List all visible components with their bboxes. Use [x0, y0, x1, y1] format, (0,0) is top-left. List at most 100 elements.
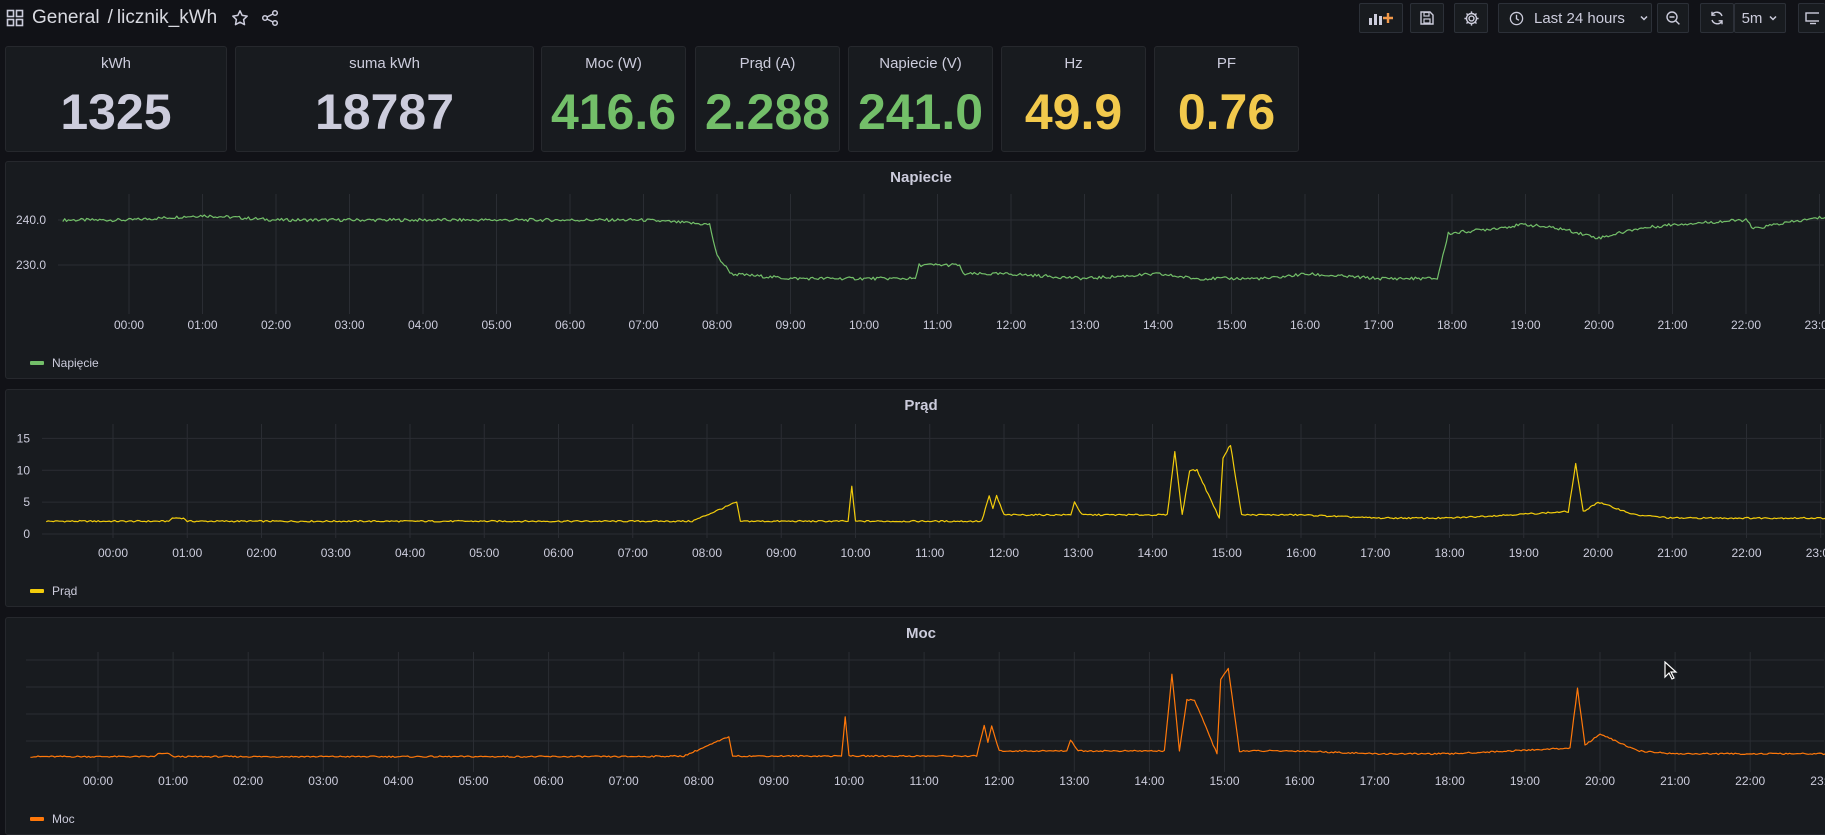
y-tick-label: 15 — [17, 431, 31, 445]
add-panel-button[interactable] — [1359, 3, 1403, 33]
x-tick-label: 00:00 — [114, 318, 144, 332]
stat-title: Hz — [1064, 55, 1083, 72]
series-line — [30, 667, 1825, 758]
x-tick-label: 03:00 — [308, 774, 338, 788]
x-tick-label: 05:00 — [469, 546, 499, 560]
monitor-icon — [1805, 12, 1819, 25]
x-tick-label: 03:00 — [321, 546, 351, 560]
x-tick-label: 04:00 — [408, 318, 438, 332]
x-tick-label: 07:00 — [609, 774, 639, 788]
x-tick-label: 12:00 — [989, 546, 1019, 560]
x-tick-label: 10:00 — [849, 318, 879, 332]
dashboard-settings-button[interactable] — [1454, 3, 1488, 33]
chevron-down-icon — [1769, 15, 1777, 21]
stat-value: 0.76 — [1177, 84, 1276, 140]
x-tick-label: 21:00 — [1660, 774, 1690, 788]
series-line — [45, 444, 1825, 523]
breadcrumb-separator: / — [107, 7, 113, 28]
x-tick-label: 04:00 — [395, 546, 425, 560]
x-tick-label: 19:00 — [1510, 774, 1540, 788]
stat-value: 2.288 — [704, 84, 831, 140]
legend-swatch — [30, 817, 44, 821]
save-icon — [1420, 11, 1434, 25]
x-tick-label: 13:00 — [1063, 546, 1093, 560]
panel-title: Moc — [906, 625, 936, 642]
y-tick-label: 0 — [23, 527, 30, 541]
x-tick-label: 21:00 — [1657, 546, 1687, 560]
stat-panel-pf[interactable]: PF 0.76 — [1154, 46, 1299, 152]
x-tick-label: 06:00 — [534, 774, 564, 788]
x-tick-label: 02:00 — [233, 774, 263, 788]
x-tick-label: 01:00 — [158, 774, 188, 788]
x-tick-label: 20:00 — [1585, 774, 1615, 788]
graph-panel-prad[interactable]: Prąd 15 10 5 0 00:00 01:00 02:00 03:00 04:00 05:0… — [5, 389, 1825, 607]
y-tick-label: 240.0 — [16, 213, 46, 227]
x-tick-label: 09:00 — [775, 318, 805, 332]
x-tick-label: 11:00 — [923, 318, 952, 332]
stat-panel-napiecie[interactable]: Napiecie (V) 241.0 — [848, 46, 993, 152]
stat-title: PF — [1216, 55, 1237, 72]
time-range-picker[interactable]: Last 24 hours — [1498, 3, 1652, 33]
dashboard-title[interactable]: licznik_kWh — [116, 7, 218, 28]
refresh-interval-label: 5m — [1741, 9, 1763, 27]
legend[interactable]: Prąd — [30, 584, 77, 598]
x-tick-label: 22:00 — [1731, 318, 1761, 332]
stat-panel-kwh[interactable]: kWh 1325 — [5, 46, 227, 152]
x-tick-label: 15:00 — [1212, 546, 1242, 560]
stat-value: 241.0 — [857, 84, 984, 140]
x-tick-label: 16:00 — [1286, 546, 1316, 560]
x-tick-label: 15:00 — [1216, 318, 1246, 332]
x-tick-label: 23:00 — [1806, 546, 1825, 560]
legend[interactable]: Napięcie — [30, 356, 99, 370]
x-tick-label: 18:00 — [1434, 546, 1464, 560]
x-tick-label: 14:00 — [1137, 546, 1167, 560]
voltage-chart[interactable]: 240.0 230.0 00:00 01:00 02:00 03:00 04:00 05:00… — [6, 184, 1825, 369]
graph-panel-moc[interactable]: Moc 00:00 01:00 02:00 03:00 04:00 05:00 06:00 0… — [5, 617, 1825, 835]
x-tick-label: 05:00 — [458, 774, 488, 788]
breadcrumb: General / licznik_kWh — [6, 7, 279, 29]
legend-label: Napięcie — [52, 356, 99, 370]
x-tick-label: 19:00 — [1509, 546, 1539, 560]
tv-mode-button[interactable] — [1798, 3, 1825, 33]
x-tick-label: 04:00 — [383, 774, 413, 788]
legend-swatch — [30, 589, 44, 593]
zoom-out-button[interactable] — [1657, 3, 1689, 33]
current-chart[interactable]: 15 10 5 0 00:00 01:00 02:00 03:00 04:00 05:00 06:0… — [6, 412, 1825, 597]
breadcrumb-folder[interactable]: General — [32, 7, 100, 28]
x-tick-label: 14:00 — [1134, 774, 1164, 788]
x-tick-label: 01:00 — [172, 546, 202, 560]
stat-panel-prad[interactable]: Prąd (A) 2.288 — [695, 46, 840, 152]
x-tick-label: 00:00 — [83, 774, 113, 788]
x-tick-label: 09:00 — [766, 546, 796, 560]
x-tick-label: 03:00 — [334, 318, 364, 332]
x-tick-label: 02:00 — [261, 318, 291, 332]
legend[interactable]: Moc — [30, 812, 75, 826]
share-icon[interactable] — [261, 9, 279, 27]
stat-title: Napiecie (V) — [879, 55, 962, 72]
stat-value: 416.6 — [550, 84, 677, 140]
power-chart[interactable]: 00:00 01:00 02:00 03:00 04:00 05:00 06:00 07:00… — [6, 640, 1825, 825]
stat-panel-hz[interactable]: Hz 49.9 — [1001, 46, 1146, 152]
x-tick-label: 18:00 — [1435, 774, 1465, 788]
x-tick-label: 11:00 — [915, 546, 944, 560]
panel-title: Prąd — [904, 397, 938, 414]
stat-title: Prąd (A) — [739, 55, 796, 72]
x-tick-label: 13:00 — [1069, 318, 1099, 332]
stat-panel-moc[interactable]: Moc (W) 416.6 — [541, 46, 686, 152]
stat-panel-suma-kwh[interactable]: suma kWh 18787 — [235, 46, 534, 152]
x-tick-label: 01:00 — [187, 318, 217, 332]
x-tick-label: 12:00 — [996, 318, 1026, 332]
x-tick-label: 08:00 — [692, 546, 722, 560]
x-tick-label: 10:00 — [834, 774, 864, 788]
stat-value: 1325 — [60, 84, 172, 140]
x-tick-label: 05:00 — [481, 318, 511, 332]
refresh-interval-picker[interactable]: 5m — [1734, 3, 1786, 33]
graph-panel-napiecie[interactable]: Napiecie 240.0 230.0 00:00 01:00 02:00 03:00 0… — [5, 161, 1825, 379]
x-tick-label: 09:00 — [759, 774, 789, 788]
refresh-button[interactable] — [1700, 3, 1734, 33]
x-tick-label: 06:00 — [543, 546, 573, 560]
save-dashboard-button[interactable] — [1410, 3, 1444, 33]
apps-grid-icon[interactable] — [6, 9, 24, 27]
star-icon[interactable] — [231, 9, 249, 27]
stat-title: suma kWh — [349, 55, 420, 72]
